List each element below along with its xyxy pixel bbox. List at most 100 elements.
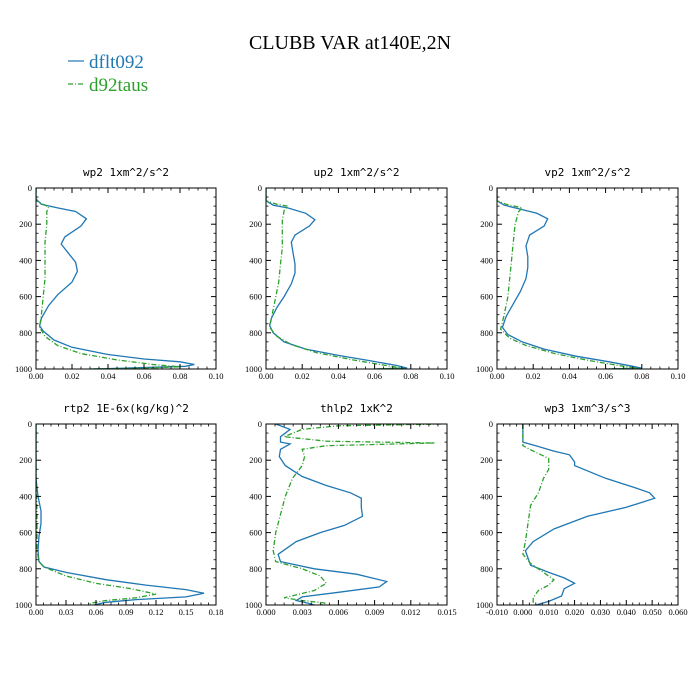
y-tick-label: 1000 <box>245 600 262 610</box>
y-tick-label: 200 <box>480 219 493 229</box>
x-tick-label: 0.050 <box>643 607 662 617</box>
y-tick-label: 1000 <box>245 364 262 374</box>
panel-1: wp2 1xm^2/s^2 0.00 0.02 0.04 0.06 0.08 0.10 0 20… <box>15 166 223 381</box>
x-tick-label: 0.06 <box>137 371 152 381</box>
x-tick-label: 0.10 <box>671 371 686 381</box>
y-tick-label: 0 <box>258 183 262 193</box>
y-tick-label: 0 <box>258 419 262 429</box>
x-tick-label: 0.010 <box>539 607 558 617</box>
x-tick-label: 0.04 <box>331 371 347 381</box>
y-tick-label: 400 <box>480 255 493 265</box>
panel-3: vp2 1xm^2/s^2 0.00 0.02 0.04 0.06 0.08 0.10 0 20… <box>476 166 685 381</box>
x-tick-label: 0.00 <box>259 371 274 381</box>
x-tick-label: 0.08 <box>403 371 418 381</box>
y-tick-label: 1000 <box>476 364 493 374</box>
x-tick-label: 0.03 <box>59 607 74 617</box>
plot-frame <box>265 423 448 606</box>
y-tick-label: 600 <box>249 528 262 538</box>
legend: dflt092 d92taus <box>68 52 148 96</box>
series-line-d92taus <box>272 424 442 605</box>
series-line-d92taus <box>497 188 639 369</box>
series-line-dflt092 <box>36 424 205 605</box>
x-tick-label: 0.006 <box>329 607 348 617</box>
y-tick-label: 200 <box>249 219 262 229</box>
x-tick-label: 0.060 <box>668 607 687 617</box>
x-tick-label: 0.000 <box>513 607 532 617</box>
x-tick-label: 0.15 <box>179 607 194 617</box>
x-tick-label: 0.10 <box>209 371 224 381</box>
legend-label-dflt092: dflt092 <box>89 52 144 73</box>
y-tick-label: 400 <box>480 491 493 501</box>
y-tick-label: 400 <box>19 491 32 501</box>
y-tick-label: 0 <box>28 419 32 429</box>
x-tick-label: 0.08 <box>634 371 649 381</box>
y-tick-label: 1000 <box>15 600 32 610</box>
plot-frame <box>35 423 217 606</box>
x-tick-label: 0.02 <box>526 371 541 381</box>
x-tick-label: 0.06 <box>89 607 104 617</box>
legend-label-d92taus: d92taus <box>89 75 148 96</box>
y-tick-label: 600 <box>249 292 262 302</box>
series-line-dflt092 <box>275 424 389 605</box>
x-tick-label: 0.10 <box>440 371 455 381</box>
x-tick-label: 0.003 <box>293 607 312 617</box>
x-tick-label: 0.09 <box>119 607 134 617</box>
y-tick-label: 600 <box>480 528 493 538</box>
y-tick-label: 0 <box>489 183 493 193</box>
x-tick-label: 0.00 <box>29 371 44 381</box>
panel-title: up2 1xm^2/s^2 <box>313 166 399 179</box>
y-tick-label: 0 <box>489 419 493 429</box>
plot-frame <box>496 423 679 606</box>
y-tick-label: 600 <box>19 292 32 302</box>
y-tick-label: 800 <box>249 328 262 338</box>
x-tick-label: 0.02 <box>295 371 310 381</box>
x-tick-label: 0.015 <box>437 607 456 617</box>
y-tick-label: 400 <box>249 255 262 265</box>
series-line-dflt092 <box>266 188 408 369</box>
series-line-d92taus <box>522 424 555 605</box>
panel-6: wp3 1xm^3/s^3 -0.010 0.000 0.010 0.020 0.030 0… <box>476 402 688 617</box>
y-tick-label: 200 <box>480 455 493 465</box>
x-tick-label: 0.009 <box>365 607 384 617</box>
series-line-d92taus <box>266 188 402 369</box>
x-tick-label: 0.06 <box>367 371 382 381</box>
x-tick-label: 0.00 <box>29 607 44 617</box>
y-tick-label: 800 <box>480 328 493 338</box>
x-tick-label: -0.010 <box>486 607 508 617</box>
panel-title: thlp2 1xK^2 <box>320 402 393 415</box>
y-tick-label: 1000 <box>476 600 493 610</box>
series-line-d92taus <box>36 188 181 369</box>
x-tick-label: 0.020 <box>565 607 584 617</box>
x-tick-label: 0.18 <box>209 607 224 617</box>
y-tick-label: 200 <box>19 219 32 229</box>
plot-frame <box>35 187 217 370</box>
y-tick-label: 0 <box>28 183 32 193</box>
figure-title: CLUBB VAR at140E,2N <box>249 32 451 54</box>
x-tick-label: 0.04 <box>562 371 578 381</box>
series-line-d92taus <box>36 424 157 605</box>
y-tick-label: 600 <box>480 292 493 302</box>
x-tick-label: 0.030 <box>591 607 610 617</box>
panel-title: wp3 1xm^3/s^3 <box>544 402 630 415</box>
y-tick-label: 800 <box>19 564 32 574</box>
panel-title: vp2 1xm^2/s^2 <box>544 166 630 179</box>
panel-title: rtp2 1E-6x(kg/kg)^2 <box>63 402 189 415</box>
panels: wp2 1xm^2/s^2 0.00 0.02 0.04 0.06 0.08 0.10 0 20… <box>15 166 688 617</box>
y-tick-label: 800 <box>249 564 262 574</box>
y-tick-label: 1000 <box>15 364 32 374</box>
x-tick-label: 0.012 <box>401 607 420 617</box>
x-tick-label: 0.00 <box>490 371 505 381</box>
series-line-dflt092 <box>36 188 195 369</box>
x-tick-label: 0.06 <box>598 371 613 381</box>
y-tick-label: 200 <box>249 455 262 465</box>
y-tick-label: 600 <box>19 528 32 538</box>
x-tick-label: 0.02 <box>65 371 80 381</box>
x-tick-label: 0.12 <box>149 607 164 617</box>
x-tick-label: 0.000 <box>256 607 275 617</box>
panel-title: wp2 1xm^2/s^2 <box>83 166 169 179</box>
panel-4: rtp2 1E-6x(kg/kg)^2 0.00 0.03 0.06 0.09 0.12 0… <box>15 402 223 617</box>
panel-2: up2 1xm^2/s^2 0.00 0.02 0.04 0.06 0.08 0.10 0 20… <box>245 166 454 381</box>
x-tick-label: 0.040 <box>617 607 636 617</box>
series-line-dflt092 <box>497 188 642 369</box>
